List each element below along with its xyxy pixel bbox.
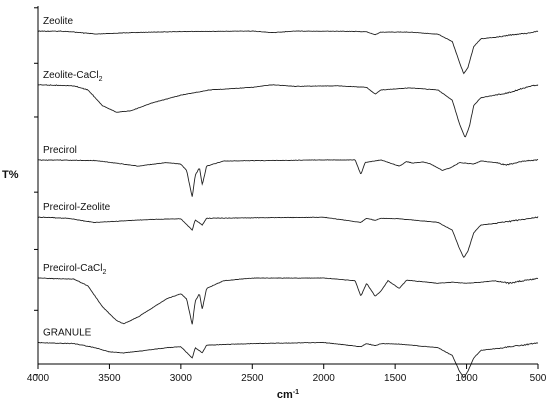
series-label: Precirol-CaCl2 bbox=[43, 263, 106, 276]
series-label-subscript: 2 bbox=[102, 269, 106, 276]
series-line bbox=[38, 158, 539, 197]
x-tick-layer: 4000 3500 3000 2500 2000 1500 1000 500 bbox=[27, 364, 547, 384]
series-label-text: GRANULE bbox=[43, 328, 92, 339]
y-tick-layer bbox=[34, 7, 38, 376]
series-label-text: Zeolite bbox=[43, 16, 73, 27]
series-label-subscript: 2 bbox=[99, 76, 103, 83]
x-tick-label: 3000 bbox=[170, 373, 193, 384]
x-tick-label: 2500 bbox=[241, 373, 264, 384]
x-axis-label-exponent: -1 bbox=[293, 389, 299, 396]
x-tick-label: 1500 bbox=[384, 373, 407, 384]
series-line bbox=[37, 341, 539, 379]
series-layer bbox=[37, 30, 539, 379]
x-axis-label: cm-1 bbox=[277, 389, 299, 401]
series-line bbox=[37, 216, 539, 259]
series-line bbox=[37, 277, 539, 325]
series-label: Zeolite-CaCl2 bbox=[43, 70, 103, 83]
series-label: Zeolite bbox=[43, 16, 73, 27]
x-tick-label: 2000 bbox=[313, 373, 336, 384]
series-label-text: Precirol bbox=[43, 145, 77, 156]
series-label: Precirol-Zeolite bbox=[43, 202, 111, 213]
series-label-text: Precirol-CaCl bbox=[43, 263, 102, 274]
series-label: Precirol bbox=[43, 145, 77, 156]
x-tick-label: 4000 bbox=[27, 373, 50, 384]
x-tick-label: 1000 bbox=[455, 373, 478, 384]
series-line bbox=[37, 84, 539, 138]
series-label: GRANULE bbox=[43, 328, 92, 339]
series-line bbox=[37, 30, 539, 75]
series-label-text: Precirol-Zeolite bbox=[43, 202, 111, 213]
series-label-layer: ZeoliteZeolite-CaCl2PrecirolPrecirol-Zeo… bbox=[43, 16, 111, 338]
y-axis-label: T% bbox=[2, 169, 19, 181]
x-axis-label-unit: cm bbox=[277, 389, 293, 401]
series-label-text: Zeolite-CaCl bbox=[43, 70, 99, 81]
x-tick-label: 500 bbox=[530, 373, 547, 384]
x-tick-label: 3500 bbox=[98, 373, 121, 384]
